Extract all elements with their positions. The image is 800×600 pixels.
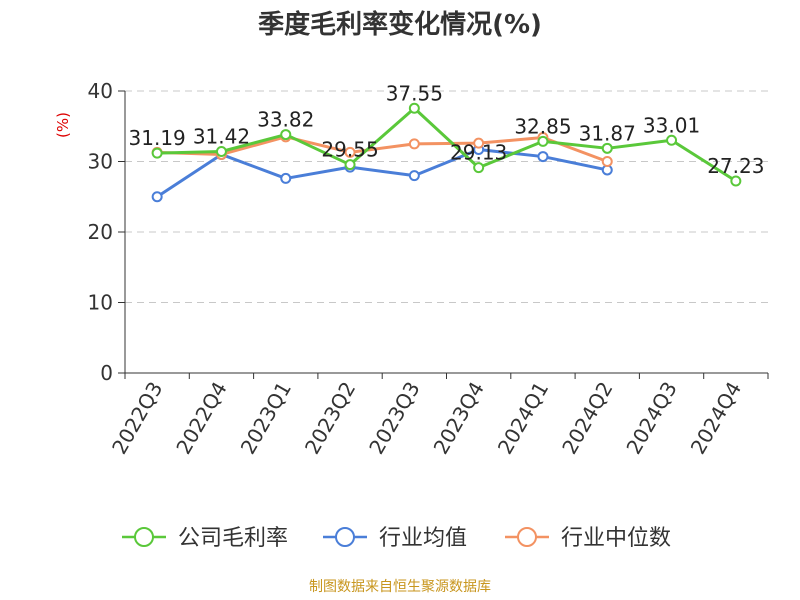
data-label-2023Q1: 33.82 [257, 108, 314, 132]
legend-marker-行业中位数 [517, 527, 537, 547]
point-公司毛利率-2022Q3 [151, 147, 163, 159]
legend-marker-行业均值 [335, 527, 355, 547]
data-labels: 31.19 31.42 33.82 29.55 37.55 29.13 32.85 31.87… [129, 81, 765, 178]
data-label-2023Q4: 29.13 [450, 141, 507, 165]
point-公司毛利率-2024Q1 [537, 135, 549, 147]
point-行业均值-2024Q1 [537, 151, 549, 163]
legend-label-公司毛利率: 公司毛利率 [178, 526, 288, 551]
data-label-2022Q4: 31.42 [193, 124, 250, 148]
point-公司毛利率-2024Q3 [666, 134, 678, 146]
series-line-公司毛利率 [157, 106, 737, 183]
series-公司毛利率 [151, 102, 742, 187]
point-公司毛利率-2023Q1 [280, 129, 292, 141]
x-tick-label-2024Q4: 2024Q4 [686, 378, 746, 459]
data-label-2024Q4: 27.23 [707, 154, 764, 178]
data-label-2022Q3: 31.19 [129, 126, 186, 150]
series-line-行业均值 [156, 148, 608, 199]
point-公司毛利率-2024Q2 [601, 142, 613, 154]
y-tick-label-40: 40 [88, 79, 113, 103]
legend-item-行业均值: 行业均值 [323, 526, 467, 551]
point-公司毛利率-2023Q3 [408, 102, 420, 114]
point-行业均值-2023Q1 [280, 172, 292, 184]
x-tick-label-2023Q2: 2023Q2 [300, 378, 360, 459]
point-行业中位数-2023Q2 [344, 146, 356, 158]
x-tick-label-2023Q3: 2023Q3 [364, 378, 424, 459]
data-label-2024Q1: 32.85 [514, 114, 571, 138]
data-label-2023Q2: 29.55 [321, 138, 378, 162]
series-line-行业中位数 [157, 135, 608, 163]
source-note: 制图数据来自恒生聚源数据库 [309, 579, 491, 595]
x-tick-label-2023Q4: 2023Q4 [429, 378, 489, 459]
x-tick-label-2024Q1: 2024Q1 [493, 378, 553, 459]
y-tick-label-20: 20 [88, 220, 113, 244]
y-axis-unit: (%) [54, 112, 72, 138]
legend-item-行业中位数: 行业中位数 [505, 526, 671, 551]
x-tick-label-2024Q2: 2024Q2 [557, 378, 617, 459]
y-tick-label-30: 30 [88, 150, 113, 174]
point-公司毛利率-2023Q4 [473, 162, 485, 174]
x-tick-label-2022Q4: 2022Q4 [171, 378, 231, 459]
chart-title: 季度毛利率变化情况(%) [258, 9, 542, 40]
series-layer [151, 102, 742, 203]
point-公司毛利率-2024Q4 [730, 175, 742, 187]
x-tick-label-2023Q1: 2023Q1 [236, 378, 296, 459]
point-公司毛利率-2023Q2 [344, 159, 356, 171]
y-tick-label-10: 10 [88, 291, 113, 315]
legend-label-行业均值: 行业均值 [379, 526, 467, 551]
point-行业中位数-2023Q4 [473, 137, 485, 149]
point-行业均值-2022Q3 [151, 191, 163, 203]
y-tick-label-0: 0 [100, 361, 113, 385]
data-label-2024Q2: 31.87 [579, 121, 636, 145]
legend: 公司毛利率 行业均值 行业中位数 [122, 526, 671, 551]
point-行业均值-2023Q3 [408, 170, 420, 182]
legend-marker-公司毛利率 [134, 527, 154, 547]
legend-label-行业中位数: 行业中位数 [561, 526, 671, 551]
legend-item-公司毛利率: 公司毛利率 [122, 526, 288, 551]
data-label-2024Q3: 33.01 [643, 113, 700, 137]
point-行业中位数-2024Q2 [601, 156, 613, 167]
x-tick-label-2022Q3: 2022Q3 [107, 378, 167, 459]
point-公司毛利率-2022Q4 [215, 145, 227, 157]
x-tick-label-2024Q3: 2024Q3 [621, 378, 681, 459]
data-label-2023Q3: 37.55 [386, 81, 443, 105]
point-行业中位数-2023Q3 [408, 138, 420, 150]
